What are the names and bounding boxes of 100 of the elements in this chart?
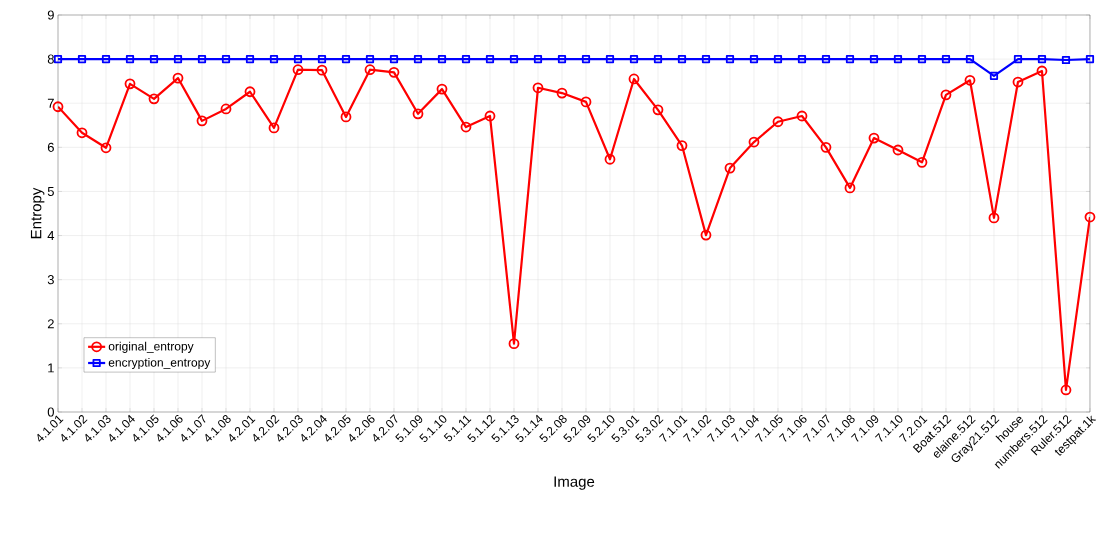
point [893,55,903,64]
point [52,101,64,113]
point [1012,76,1024,88]
point [724,162,736,174]
point [917,55,927,64]
point [916,156,928,168]
y-tick-label: 8 [47,54,54,64]
y-tick-label: 4 [47,231,55,241]
point [845,55,855,64]
point [244,86,256,98]
y-tick-label: 5 [47,186,54,196]
point [1061,55,1071,65]
point [437,55,447,64]
point [796,110,808,122]
point [220,103,232,115]
point [556,87,568,99]
point [941,55,951,64]
point [868,132,880,144]
point [125,55,135,64]
point [965,55,975,64]
point [797,55,807,64]
point [508,338,520,350]
point [292,64,304,76]
point [172,72,184,84]
point [533,55,543,64]
point [820,141,832,153]
y-axis-title: Entropy [30,187,45,239]
legend-label: original_entropy [108,341,194,353]
point [676,140,688,151]
point [149,55,159,64]
point [197,55,207,64]
point [821,55,831,64]
point [173,55,183,64]
point [485,55,495,64]
point [413,55,423,64]
y-tick-label: 6 [47,142,54,152]
point [221,55,231,64]
point [581,55,591,64]
point [484,110,496,122]
point [412,108,424,120]
point [773,55,783,64]
point [317,55,327,64]
point [725,55,735,64]
y-tick-label: 0 [47,407,54,417]
point [605,55,615,64]
point [389,55,399,64]
point [653,55,663,64]
point [652,104,664,116]
point [77,55,87,64]
point [1036,65,1048,77]
point [748,136,760,148]
point [388,66,400,78]
point [100,142,112,154]
point [1013,55,1023,64]
point [436,83,448,95]
point [940,89,952,101]
point [340,111,352,123]
y-tick-label: 7 [47,98,54,108]
y-tick-label: 2 [47,319,54,329]
point [604,153,616,165]
point [701,55,711,64]
point [772,116,784,128]
point [364,64,376,76]
point [677,55,687,64]
point [461,55,471,64]
point [532,82,544,94]
point [269,55,279,64]
point [749,55,759,64]
point [365,55,375,64]
point [989,71,999,80]
point [268,122,280,134]
point [629,55,639,64]
point [964,74,976,86]
legend-label: encryption_entropy [108,357,211,370]
point [557,55,567,64]
point [76,127,88,139]
point [509,55,519,64]
point [700,229,712,241]
point [148,93,160,105]
point [1084,211,1096,223]
x-axis-title: Image [554,476,595,490]
point [316,64,328,76]
y-tick-label: 3 [47,275,54,285]
point [196,115,208,127]
point [844,182,856,194]
point [53,55,63,64]
point [892,144,904,156]
point [341,55,351,64]
point [1037,55,1047,64]
point [869,55,879,64]
point [580,96,592,108]
point [124,78,136,90]
point [1085,55,1095,64]
point [245,55,255,64]
point [988,212,1000,224]
y-tick-label: 9 [47,10,54,20]
point [628,73,640,85]
point [101,55,111,64]
point [1060,384,1072,396]
point [460,121,472,133]
